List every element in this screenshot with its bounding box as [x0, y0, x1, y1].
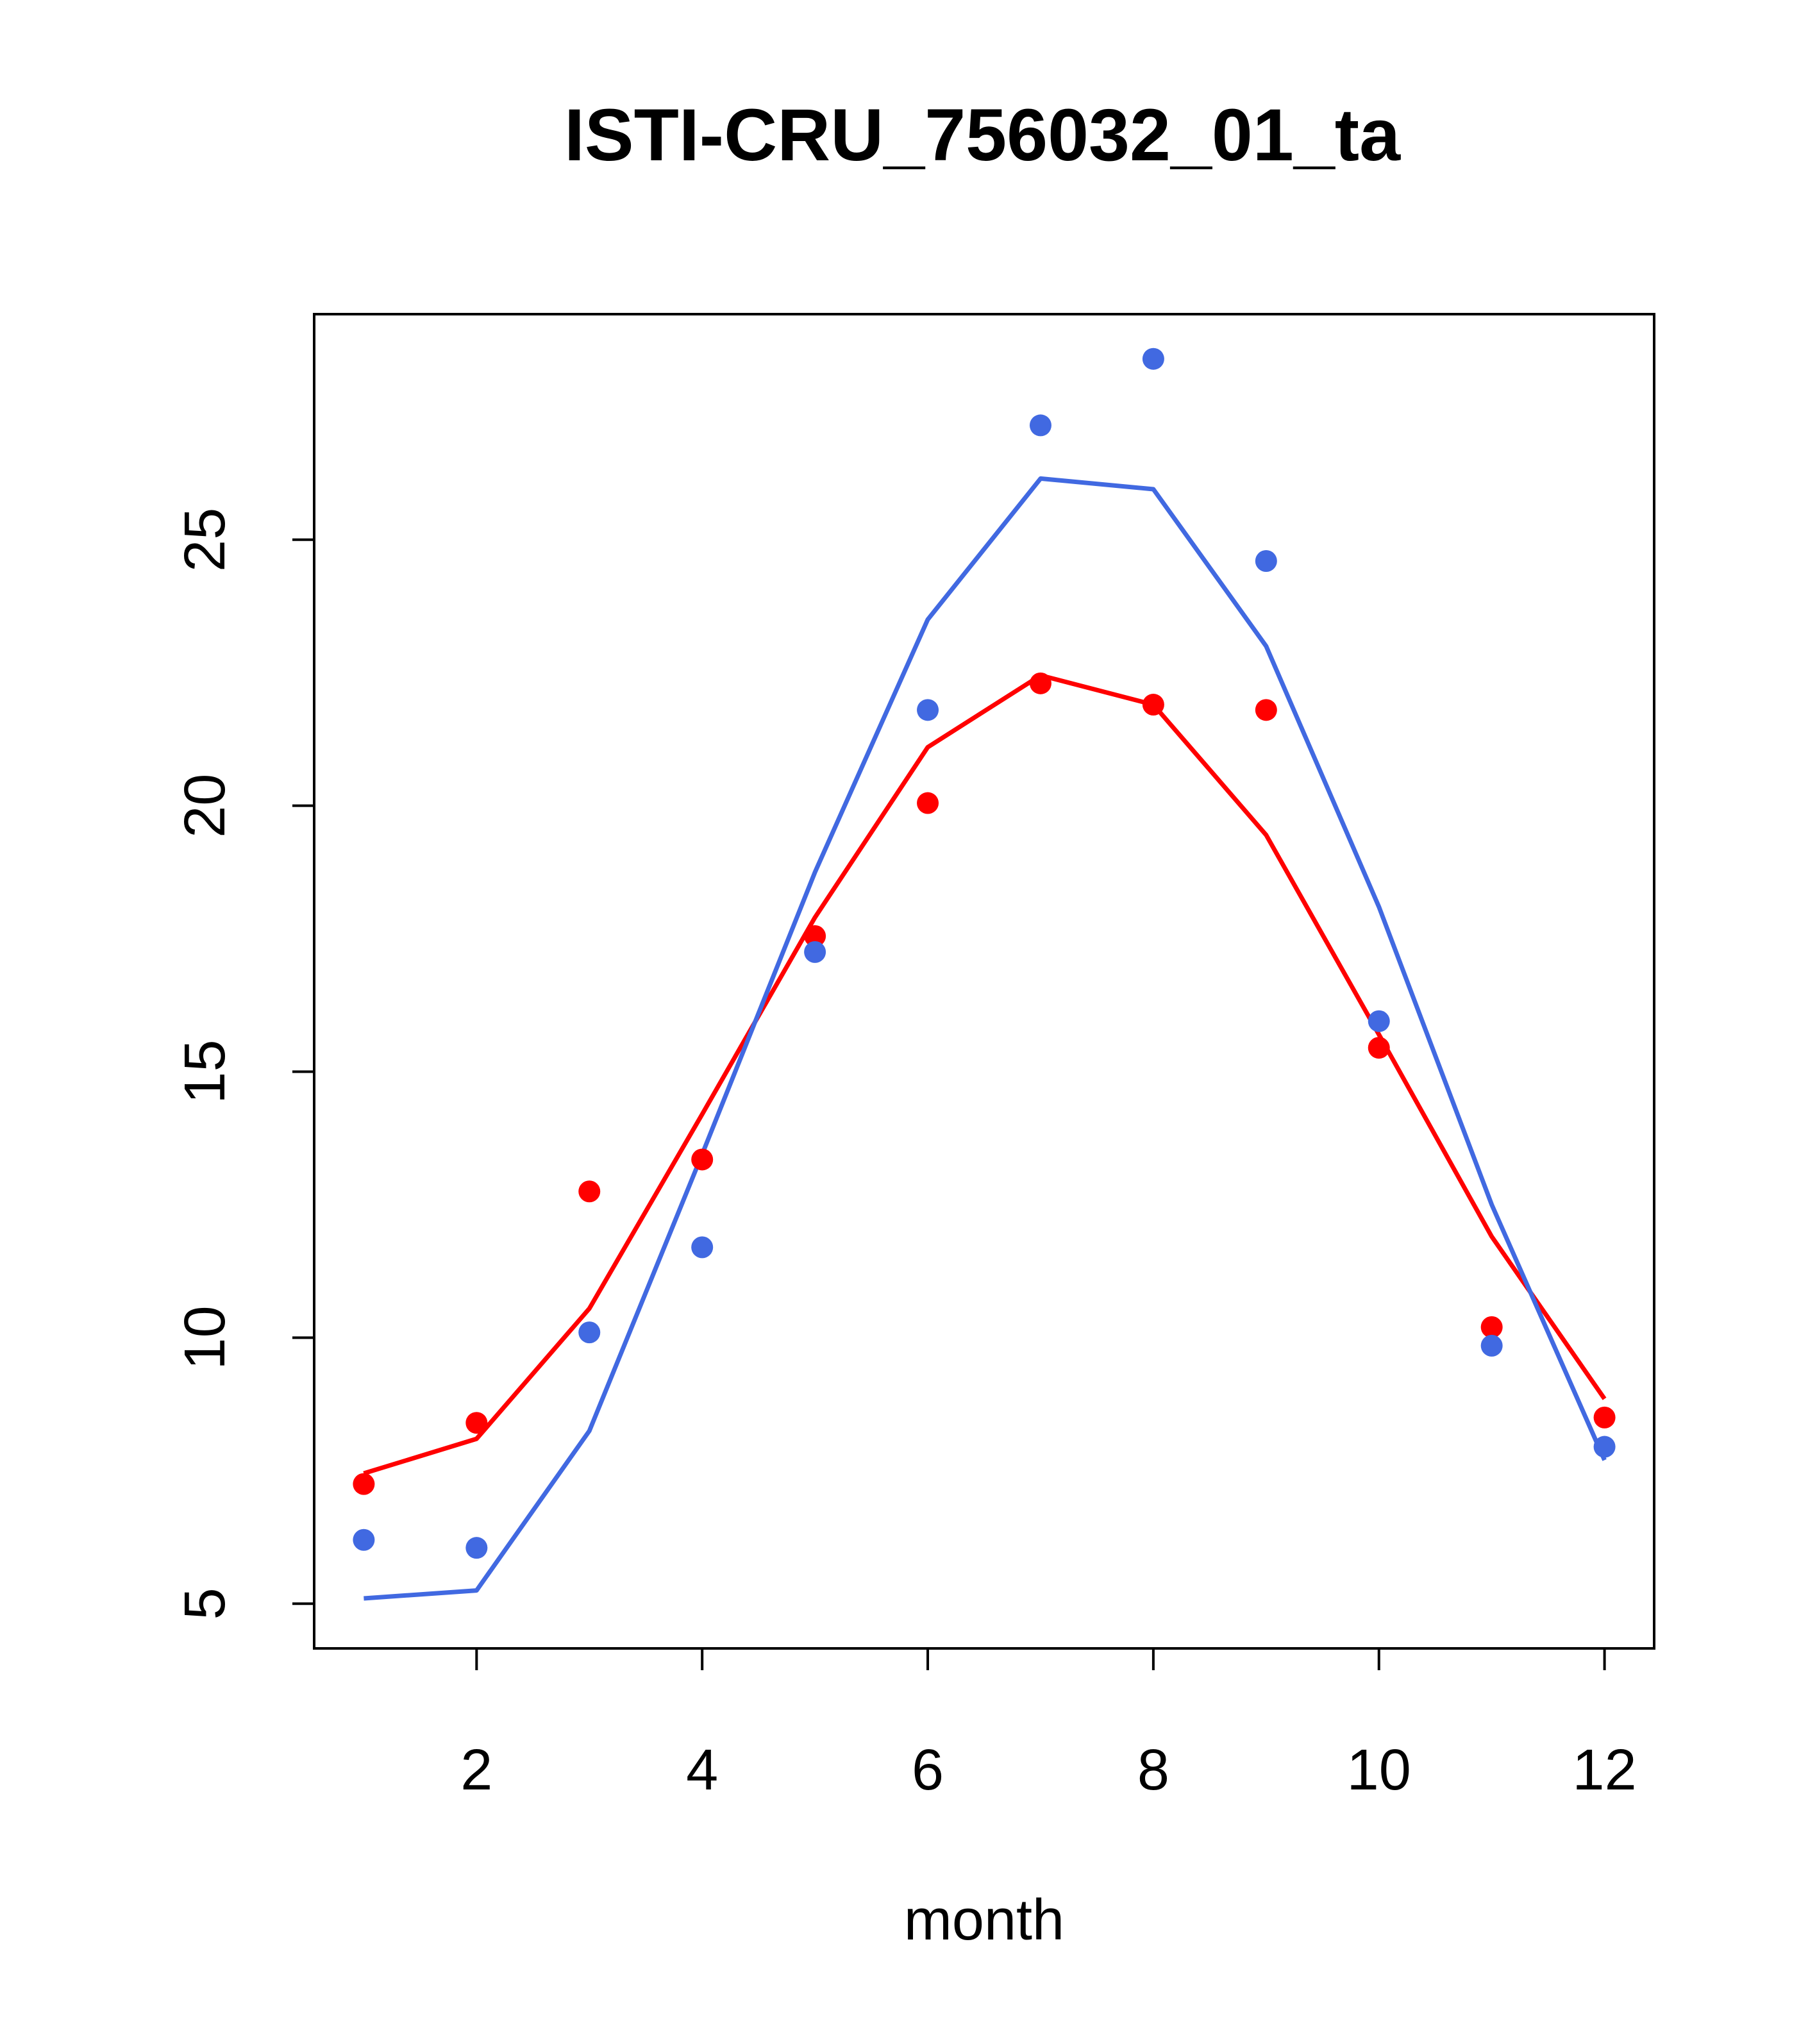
y-tick-label-1: 10	[173, 1305, 237, 1370]
y-tick-label-3: 20	[173, 774, 237, 838]
y-tick-label-2: 15	[173, 1040, 237, 1104]
series-1-point-9	[1368, 1010, 1390, 1032]
series-0-point-11	[1594, 1407, 1616, 1428]
series-1-line	[364, 478, 1604, 1598]
series-1-point-11	[1594, 1436, 1616, 1458]
series-1-point-0	[353, 1529, 374, 1551]
y-tick-label-4: 25	[173, 508, 237, 572]
series-0-point-10	[1481, 1316, 1503, 1338]
y-tick-label-0: 5	[173, 1587, 237, 1620]
series-0-point-9	[1368, 1037, 1390, 1059]
series-0-point-2	[578, 1180, 600, 1202]
series-layer	[353, 348, 1615, 1598]
series-1-point-5	[917, 699, 939, 721]
x-tick-label-2: 6	[912, 1738, 944, 1802]
series-0-point-0	[353, 1473, 374, 1495]
x-axis: 2 4 6 8 10 12	[460, 1648, 1636, 1802]
series-1-point-10	[1481, 1335, 1503, 1357]
series-1-point-1	[465, 1537, 487, 1559]
plot-frame	[314, 314, 1654, 1648]
y-axis: 5 10 15 20 25	[173, 508, 314, 1620]
series-1-point-3	[691, 1236, 713, 1258]
x-axis-label: month	[904, 1888, 1064, 1952]
series-1-point-4	[804, 941, 826, 963]
series-0-point-3	[691, 1148, 713, 1170]
series-1-point-7	[1143, 348, 1164, 370]
x-tick-label-1: 4	[686, 1738, 718, 1802]
series-0-point-5	[917, 792, 939, 814]
series-1-point-2	[578, 1321, 600, 1343]
series-0-point-6	[1030, 673, 1051, 694]
x-tick-label-3: 8	[1137, 1738, 1169, 1802]
x-tick-label-4: 10	[1347, 1738, 1411, 1802]
series-1-point-6	[1030, 414, 1051, 436]
x-tick-label-5: 12	[1573, 1738, 1637, 1802]
series-0-point-1	[465, 1412, 487, 1434]
chart-title: ISTI-CRU_756032_01_ta	[564, 94, 1401, 176]
x-tick-label-0: 2	[460, 1738, 492, 1802]
series-0-point-7	[1143, 694, 1164, 716]
series-0-line	[364, 675, 1604, 1473]
series-1-point-8	[1255, 550, 1277, 572]
series-0-point-8	[1255, 699, 1277, 721]
